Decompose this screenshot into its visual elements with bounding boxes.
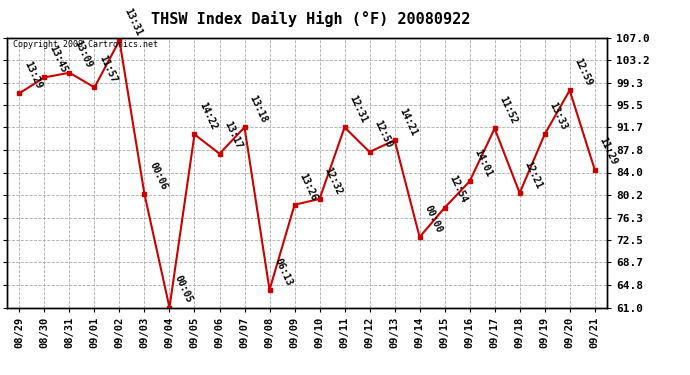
Text: 11:57: 11:57 [97,54,119,85]
Text: 00:06: 00:06 [147,160,169,192]
Text: 12:32: 12:32 [322,165,344,196]
Text: 12:31: 12:31 [347,94,369,124]
Text: 13:09: 13:09 [72,39,94,70]
Text: 12:59: 12:59 [573,57,594,87]
Text: 13:26: 13:26 [297,171,319,202]
Text: 06:13: 06:13 [273,256,294,287]
Text: 14:21: 14:21 [397,106,419,138]
Text: 11:29: 11:29 [598,136,619,167]
Text: 00:00: 00:00 [422,204,444,234]
Text: 14:01: 14:01 [473,148,494,178]
Text: THSW Index Daily High (°F) 20080922: THSW Index Daily High (°F) 20080922 [151,11,470,27]
Text: 00:05: 00:05 [172,274,194,305]
Text: 13:33: 13:33 [547,101,569,132]
Text: 12:54: 12:54 [447,174,469,205]
Text: 13:29: 13:29 [22,60,43,90]
Text: 13:45: 13:45 [47,44,69,75]
Text: 14:22: 14:22 [197,101,219,132]
Text: 13:17: 13:17 [222,120,244,151]
Text: 12:21: 12:21 [522,159,544,190]
Text: Copyright 2008 Cartronics.net: Copyright 2008 Cartronics.net [13,40,158,49]
Text: 13:18: 13:18 [247,94,269,124]
Text: 11:52: 11:52 [497,95,519,126]
Text: 13:31: 13:31 [122,7,144,38]
Text: 12:50: 12:50 [373,118,394,149]
